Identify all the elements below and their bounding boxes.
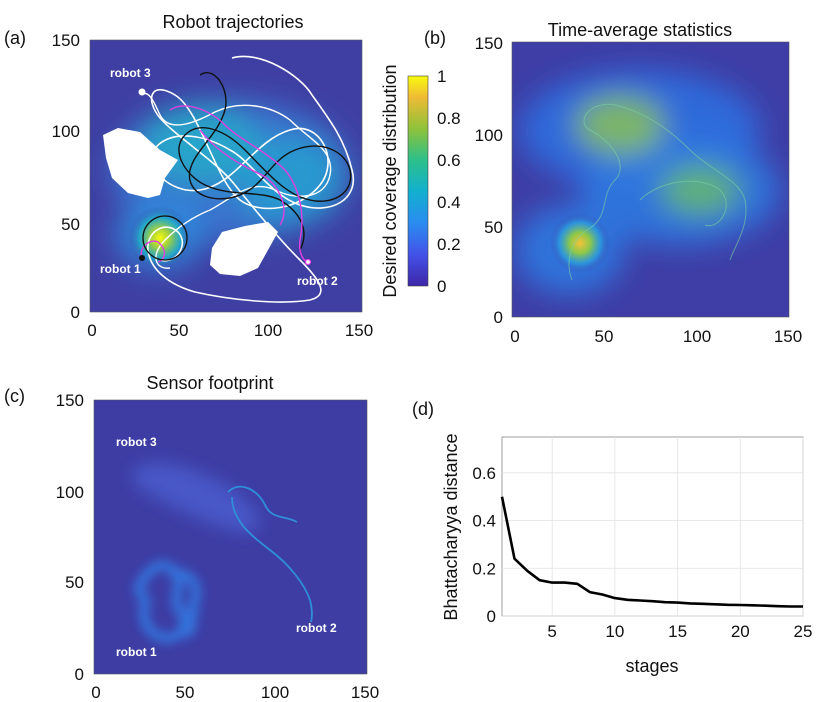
robot-2-marker [304,258,312,266]
x-axis-label: stages [625,656,678,676]
panel-c-robot-2-label: robot 2 [296,621,337,635]
colorbar-tick-0: 0 [437,277,446,296]
panel-a-ytick-100: 100 [52,122,80,141]
colorbar-tick-0.4: 0.4 [437,193,461,212]
x-tick-25: 25 [794,622,813,641]
y-tick-0.4: 0.4 [472,512,496,531]
panel-b-label: (b) [424,28,446,48]
trajectory-white-2 [141,92,332,269]
panel-a-xtick-150: 150 [345,321,373,340]
panel-c-ytick-0: 0 [75,665,84,684]
panel-b: (b) Time-average statistics 0 50 100 150… [424,20,802,346]
panel-c-xtick-50: 50 [176,683,195,702]
panel-c-heatmap [94,400,367,674]
panel-b-ytick-100: 100 [475,126,503,145]
panel-d-label: (d) [412,399,434,419]
y-tick-0: 0 [487,607,496,626]
x-tick-10: 10 [605,622,624,641]
panel-a-label: (a) [4,28,26,48]
panel-c-ytick-100: 100 [56,483,84,502]
robot-3-label: robot 3 [110,66,151,80]
panel-a-ytick-50: 50 [61,215,80,234]
panel-c-xtick-100: 100 [261,683,289,702]
robot-3-marker [138,88,146,96]
panel-c-ytick-50: 50 [65,573,84,592]
panel-b-xtick-150: 150 [774,327,802,346]
colorbar-tick-0.6: 0.6 [437,151,461,170]
panel-b-ytick-150: 150 [475,34,503,53]
panel-b-title: Time-average statistics [548,20,732,40]
series-line [500,496,803,608]
y-tick-0.6: 0.6 [472,464,496,483]
colorbar-tick-0.2: 0.2 [437,235,461,254]
colorbar-label: Desired coverage distribution [380,64,400,297]
robot-2-trail [227,485,313,623]
panel-a-ytick-0: 0 [71,303,80,322]
y-tick-0.2: 0.2 [472,559,496,578]
panel-a-xtick-50: 50 [170,321,189,340]
plot-area [501,436,804,617]
panel-b-xtick-100: 100 [683,327,711,346]
grid [502,437,804,617]
panel-c-label: (c) [4,386,25,406]
robot-1-label: robot 1 [100,262,141,276]
panel-d: (d) 5 10 15 20 25 0 0.2 0.4 0.6 stages Bhattacha… [412,399,812,676]
panel-a-heatmap [90,40,362,312]
panel-c: (c) Sensor footprint robot 3 robot 1 rob… [4,373,379,702]
panel-a: (a) Robot trajectories obst [4,12,461,340]
panel-c-xtick-0: 0 [91,683,100,702]
panel-b-heatmap [512,42,789,317]
colorbar [407,75,429,287]
x-tick-5: 5 [547,622,556,641]
panel-a-ytick-150: 150 [52,31,80,50]
robot-2-label: robot 2 [297,274,338,288]
panel-a-xtick-100: 100 [254,321,282,340]
y-axis-label: Bhattacharyya distance [441,433,461,620]
panel-a-xtick-0: 0 [87,321,96,340]
trajectory-magenta [140,105,309,263]
robot-1-marker [139,255,145,261]
panel-c-ytick-150: 150 [56,391,84,410]
obstacle-upper-label: obstacle [108,151,157,165]
panel-b-ytick-50: 50 [484,218,503,237]
trajectory-black [178,72,352,251]
x-tick-15: 15 [668,622,687,641]
robot-1-loop [142,215,188,261]
panel-b-xtick-0: 0 [510,327,519,346]
panel-b-xtick-50: 50 [595,327,614,346]
panel-c-xtick-150: 150 [351,683,379,702]
panel-c-title: Sensor footprint [146,373,273,393]
panel-c-robot-3-label: robot 3 [116,435,157,449]
panel-c-robot-1-label: robot 1 [116,645,157,659]
colorbar-tick-0.8: 0.8 [437,109,461,128]
colorbar-tick-1: 1 [437,67,446,86]
obstacle-lower [210,222,278,276]
panel-a-title: Robot trajectories [162,12,303,32]
obstacle-upper [103,128,178,198]
x-tick-20: 20 [731,622,750,641]
obstacle-lower-label: obstacle [213,248,262,262]
panel-b-ytick-0: 0 [494,308,503,327]
tick-labels: 5 10 15 20 25 0 0.2 0.4 0.6 [472,464,812,641]
